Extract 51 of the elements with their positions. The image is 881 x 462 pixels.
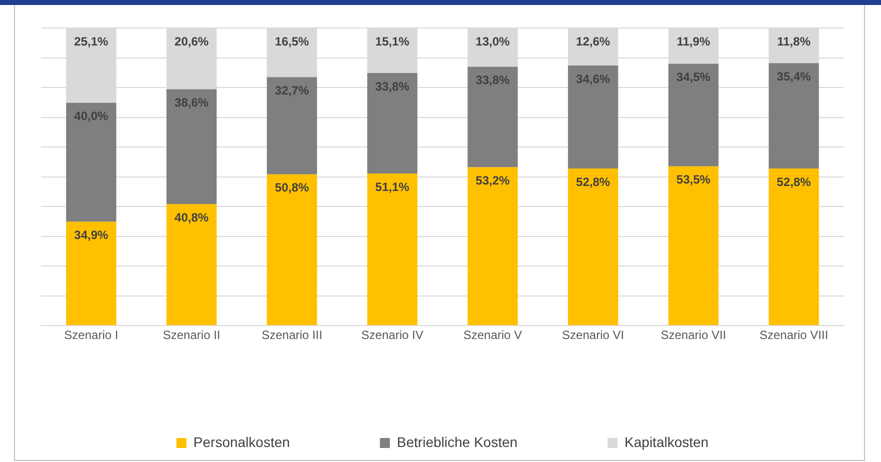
data-label: 51,1% xyxy=(375,180,410,194)
bar xyxy=(66,102,116,222)
bar xyxy=(468,66,518,168)
data-label: 35,4% xyxy=(776,69,812,84)
data-label: 40,0% xyxy=(74,109,109,124)
legend-label: Kapitalkosten xyxy=(624,434,709,450)
bar xyxy=(266,174,318,326)
x-tick-label: Szenario I xyxy=(64,328,118,342)
data-label: 20,6% xyxy=(174,34,209,48)
data-label: 53,2% xyxy=(476,174,510,188)
bar xyxy=(266,77,318,174)
x-tick-label: Szenario IV xyxy=(361,328,424,342)
bar xyxy=(166,204,217,326)
data-label: 52,8% xyxy=(776,174,812,189)
x-tick-label: Szenario VII xyxy=(660,328,726,342)
data-label: 13,0% xyxy=(476,34,510,48)
data-label: 34,6% xyxy=(576,72,610,86)
data-label: 15,1% xyxy=(375,34,410,48)
bar xyxy=(468,167,518,326)
data-label: 33,8% xyxy=(375,79,410,94)
data-label: 34,9% xyxy=(74,228,109,242)
bar xyxy=(66,222,116,326)
bar xyxy=(668,166,719,326)
data-label: 50,8% xyxy=(274,180,310,195)
data-label: 25,1% xyxy=(74,34,109,48)
bar xyxy=(367,72,418,174)
data-label: 12,6% xyxy=(576,34,610,48)
x-tick-label: Szenario II xyxy=(162,328,220,342)
data-label: 52,8% xyxy=(576,174,610,189)
legend-label: Betriebliche Kosten xyxy=(396,434,518,450)
data-label: 38,6% xyxy=(174,96,209,110)
legend-label: Personalkosten xyxy=(193,434,290,450)
bar xyxy=(768,168,819,326)
data-label: 11,8% xyxy=(777,34,811,48)
bar xyxy=(367,174,418,326)
x-tick-label: Szenario III xyxy=(262,328,322,342)
bar xyxy=(568,66,618,168)
x-tick-label: Szenario V xyxy=(463,328,522,342)
data-label: 32,7% xyxy=(274,83,310,98)
bar xyxy=(568,168,618,326)
data-label: 33,8% xyxy=(476,73,510,87)
data-label: 34,5% xyxy=(676,70,711,84)
data-label: 53,5% xyxy=(676,172,711,187)
bar xyxy=(768,63,819,168)
data-label: 16,5% xyxy=(274,34,310,48)
x-tick-label: Szenario VI xyxy=(562,328,624,342)
bar xyxy=(668,64,719,166)
x-tick-label: Szenario VIII xyxy=(759,328,828,342)
data-label: 40,8% xyxy=(174,210,209,224)
data-label: 11,9% xyxy=(676,34,710,49)
bar xyxy=(166,89,217,204)
